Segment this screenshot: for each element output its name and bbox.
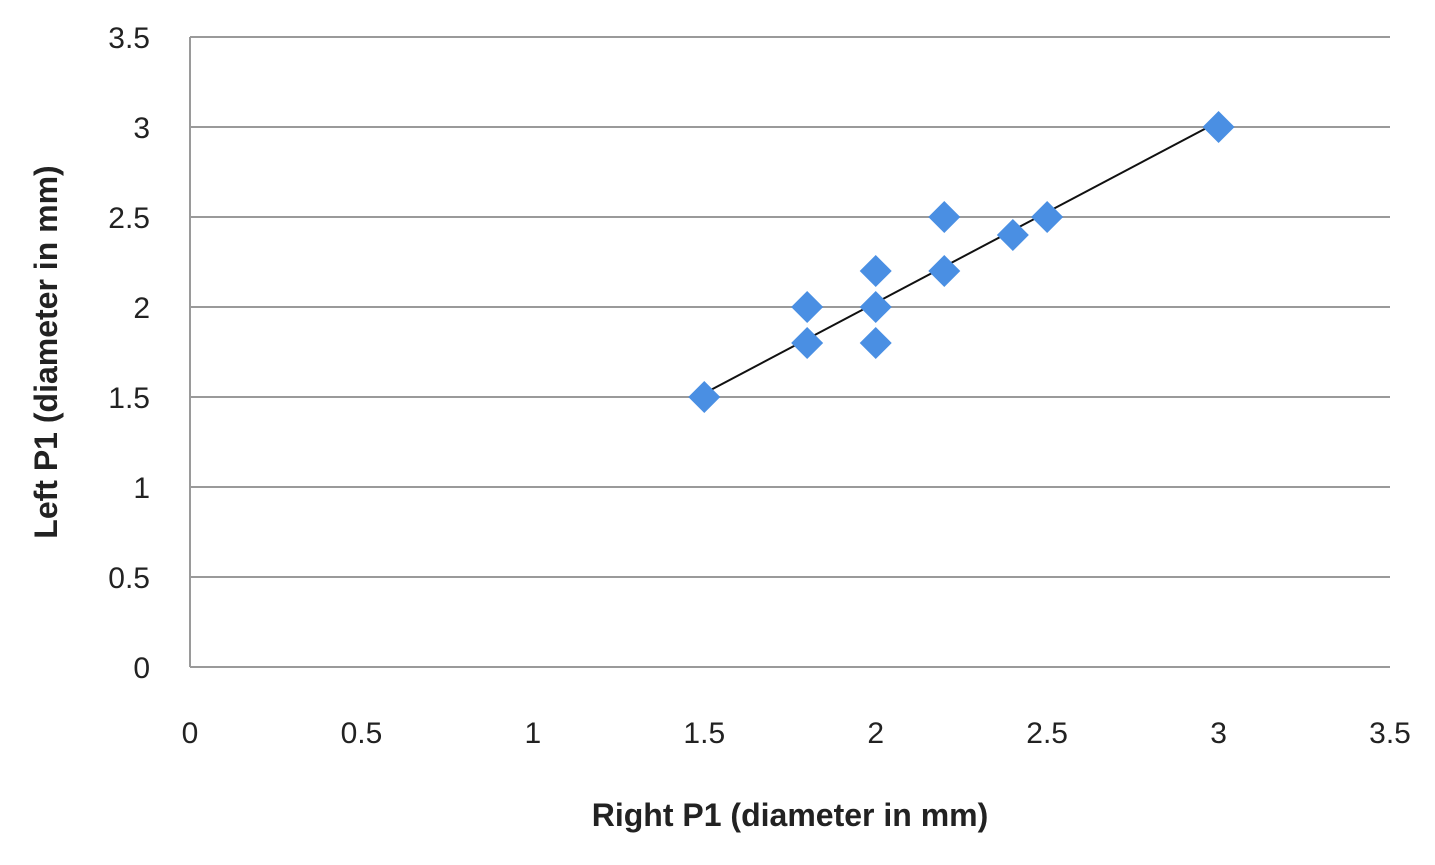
x-tick-labels: 0 0.5 1 1.5 2 2.5 3 3.5 — [182, 717, 1411, 750]
trendline — [703, 120, 1220, 395]
y-tick-label: 3 — [133, 112, 150, 145]
x-tick-label: 1.5 — [683, 717, 725, 750]
y-axis-title: Left P1 (diameter in mm) — [28, 165, 64, 538]
trendline-group — [703, 120, 1220, 395]
y-tick-label: 3.5 — [108, 22, 150, 55]
x-tick-label: 0 — [182, 717, 199, 750]
y-tick-label: 2.5 — [108, 202, 150, 235]
x-tick-label: 2.5 — [1026, 717, 1068, 750]
y-tick-label: 0.5 — [108, 562, 150, 595]
y-tick-label: 0 — [133, 652, 150, 685]
x-tick-label: 2 — [867, 717, 884, 750]
data-point — [928, 255, 961, 287]
x-axis-title: Right P1 (diameter in mm) — [592, 797, 989, 833]
data-point — [859, 327, 892, 359]
data-point — [928, 201, 961, 233]
x-tick-label: 3 — [1210, 717, 1227, 750]
data-point — [688, 381, 721, 413]
gridlines — [190, 36, 1390, 578]
x-tick-label: 1 — [525, 717, 542, 750]
y-tick-label: 1.5 — [108, 382, 150, 415]
data-point — [1202, 111, 1235, 143]
data-point — [1031, 201, 1064, 233]
data-point — [859, 255, 892, 287]
y-tick-label: 2 — [133, 292, 150, 325]
data-point — [791, 327, 824, 359]
data-point — [859, 291, 892, 323]
data-point — [996, 219, 1029, 251]
y-tick-label: 1 — [133, 472, 150, 505]
data-point — [791, 291, 824, 323]
x-tick-label: 0.5 — [341, 717, 383, 750]
y-tick-labels: 0 0.5 1 1.5 2 2.5 3 3.5 — [108, 22, 150, 685]
axes — [189, 37, 1390, 668]
x-tick-label: 3.5 — [1369, 717, 1411, 750]
data-points — [688, 111, 1235, 413]
